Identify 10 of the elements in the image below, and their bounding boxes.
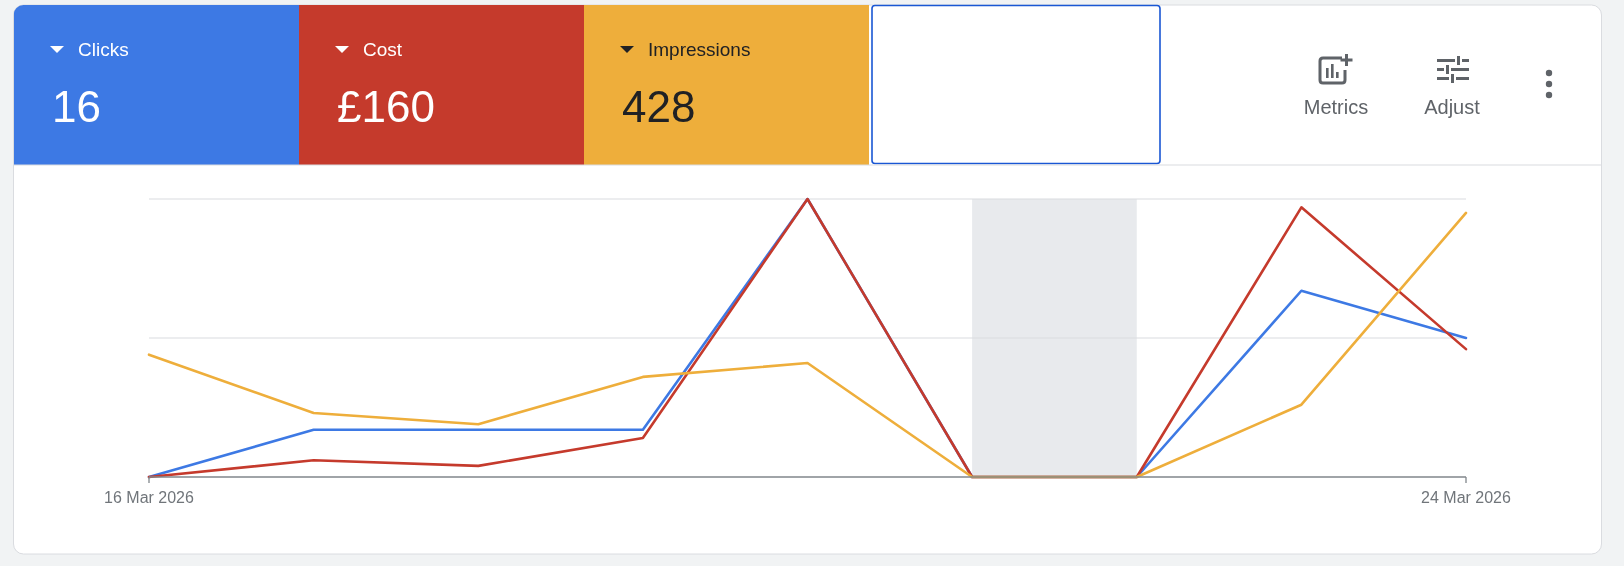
text: Impressions	[648, 39, 751, 60]
text: Adjust	[1424, 96, 1481, 118]
text: Clicks	[78, 39, 129, 60]
x-tick-label: 16 Mar 2026	[104, 489, 195, 506]
text: 428	[622, 82, 696, 131]
x-tick-label: 24 Mar 2026	[1421, 489, 1512, 506]
text: 16	[52, 82, 101, 131]
text: Cost	[363, 39, 403, 60]
text: Metrics	[1303, 96, 1369, 118]
text: £160	[337, 82, 435, 131]
